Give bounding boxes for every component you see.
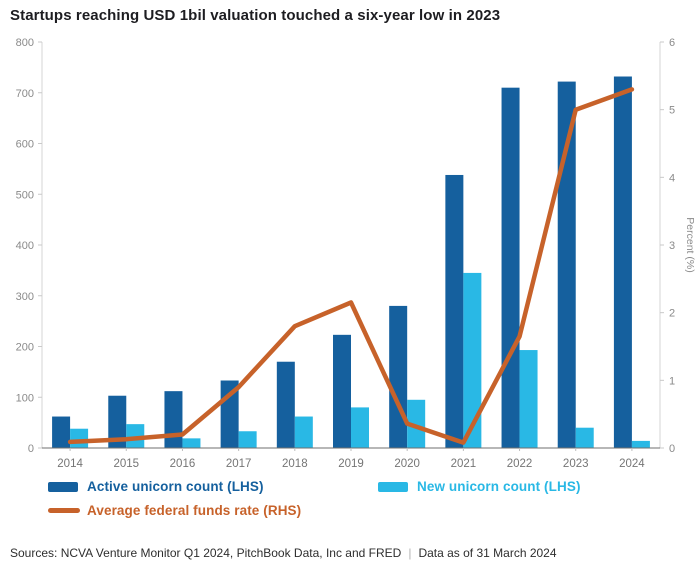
svg-text:300: 300 — [16, 291, 34, 303]
svg-text:2014: 2014 — [57, 458, 83, 470]
svg-text:2017: 2017 — [226, 458, 252, 470]
legend-swatch-fed-funds-line — [48, 508, 80, 513]
legend-item-active-unicorn-count: Active unicorn count (LHS) — [48, 479, 264, 494]
legend-item-new-unicorn-count: New unicorn count (LHS) — [378, 479, 581, 494]
svg-text:2024: 2024 — [619, 458, 645, 470]
svg-text:2021: 2021 — [451, 458, 477, 470]
legend-row-1: Active unicorn count (LHS) New unicorn c… — [48, 479, 688, 503]
svg-text:0: 0 — [28, 443, 34, 455]
footer-separator: | — [408, 546, 412, 560]
sources-text: Sources: NCVA Venture Monitor Q1 2024, P… — [10, 546, 402, 560]
svg-text:600: 600 — [16, 139, 34, 151]
chart-title: Startups reaching USD 1bil valuation tou… — [10, 7, 501, 24]
svg-text:5: 5 — [669, 105, 675, 117]
svg-text:200: 200 — [16, 342, 34, 354]
chart-canvas: 0 100 200 300 400 500 600 700 800 0 1 2 3 4 5 6 Percent … — [16, 37, 696, 470]
svg-text:700: 700 — [16, 88, 34, 100]
svg-text:2015: 2015 — [113, 458, 139, 470]
legend-row-2: Average federal funds rate (RHS) — [48, 503, 688, 527]
sources-footer: Sources: NCVA Venture Monitor Q1 2024, P… — [10, 546, 557, 560]
svg-text:2019: 2019 — [338, 458, 364, 470]
svg-text:0: 0 — [669, 443, 675, 455]
svg-text:2016: 2016 — [170, 458, 196, 470]
legend-label-fed-funds: Average federal funds rate (RHS) — [87, 503, 302, 518]
svg-text:2022: 2022 — [507, 458, 533, 470]
chart-legend: Active unicorn count (LHS) New unicorn c… — [48, 479, 688, 527]
svg-text:4: 4 — [669, 172, 675, 184]
svg-text:100: 100 — [16, 392, 34, 404]
data-as-of-text: Data as of 31 March 2024 — [418, 546, 557, 560]
svg-text:800: 800 — [16, 37, 34, 49]
legend-label-new-unicorn: New unicorn count (LHS) — [417, 479, 581, 494]
svg-text:400: 400 — [16, 240, 34, 252]
legend-swatch-active-unicorn — [48, 481, 78, 492]
svg-text:2023: 2023 — [563, 458, 589, 470]
svg-text:1: 1 — [669, 375, 675, 387]
svg-text:Percent (%): Percent (%) — [684, 217, 696, 272]
svg-text:500: 500 — [16, 189, 34, 201]
svg-text:3: 3 — [669, 240, 675, 252]
svg-text:2: 2 — [669, 308, 675, 320]
svg-text:6: 6 — [669, 37, 675, 49]
legend-swatch-new-unicorn — [378, 481, 408, 492]
svg-text:2020: 2020 — [394, 458, 420, 470]
svg-text:2018: 2018 — [282, 458, 308, 470]
legend-label-active-unicorn: Active unicorn count (LHS) — [87, 479, 264, 494]
legend-item-fed-funds-rate: Average federal funds rate (RHS) — [48, 503, 301, 518]
